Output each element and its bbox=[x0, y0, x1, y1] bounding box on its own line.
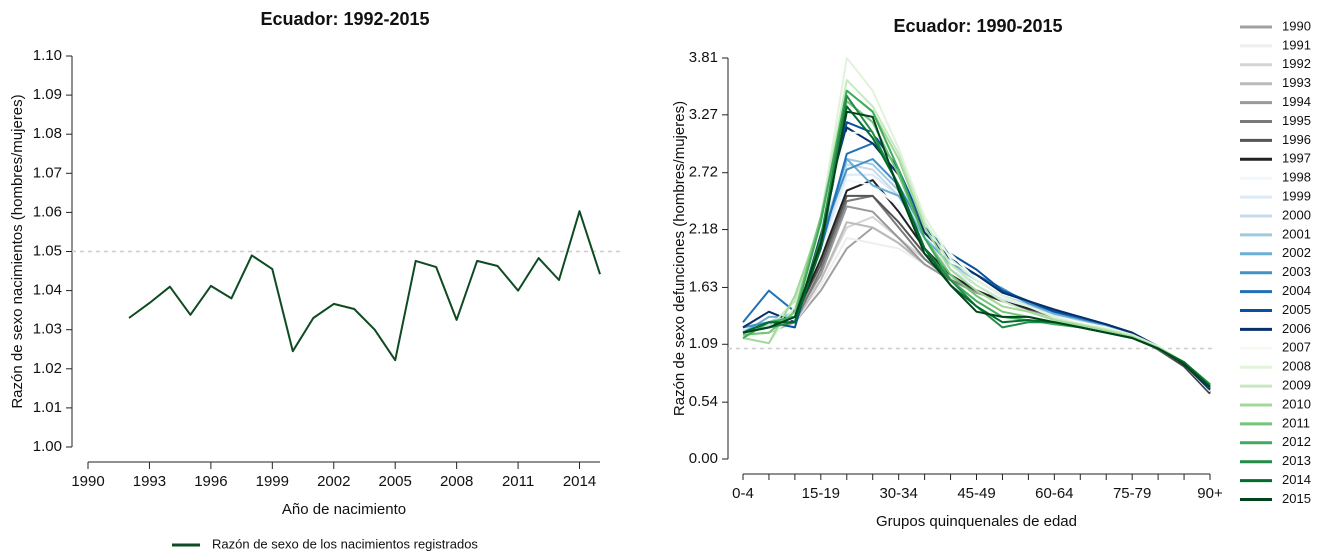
y-axis-label: Razón de sexo nacimientos (hombres/mujer… bbox=[9, 94, 26, 408]
legend-label: 2001 bbox=[1282, 226, 1311, 241]
x-tick-label: 0-4 bbox=[732, 485, 754, 502]
x-axis-label: Grupos quinquenales de edad bbox=[876, 513, 1077, 530]
legend-label: 1991 bbox=[1282, 37, 1311, 52]
x-tick-label: 2002 bbox=[317, 473, 350, 490]
legend-label: 2008 bbox=[1282, 359, 1311, 374]
legend-label: 2004 bbox=[1282, 283, 1311, 298]
legend-label: 1995 bbox=[1282, 113, 1311, 128]
x-tick-label: 30-34 bbox=[879, 485, 917, 502]
y-tick-label: 1.02 bbox=[33, 360, 62, 377]
legend-label: 2012 bbox=[1282, 434, 1311, 449]
x-tick-label: 1990 bbox=[71, 473, 104, 490]
x-tick-label: 2014 bbox=[563, 473, 596, 490]
y-tick-label: 1.06 bbox=[33, 203, 62, 220]
y-tick-label: 1.08 bbox=[33, 125, 62, 142]
legend-label: 1993 bbox=[1282, 75, 1311, 90]
x-tick-label: 15-19 bbox=[802, 485, 840, 502]
legend-label: 2014 bbox=[1282, 472, 1311, 487]
legend-label: 1996 bbox=[1282, 132, 1311, 147]
x-tick-label: 90+ bbox=[1197, 485, 1223, 502]
x-tick-label: 2008 bbox=[440, 473, 473, 490]
y-tick-label: 1.04 bbox=[33, 282, 62, 299]
y-tick-label: 3.27 bbox=[689, 106, 718, 123]
legend-label: 2015 bbox=[1282, 491, 1311, 506]
legend-label: 2006 bbox=[1282, 321, 1311, 336]
y-tick-label: 1.09 bbox=[689, 335, 718, 352]
legend-label: 1997 bbox=[1282, 151, 1311, 166]
y-tick-label: 1.63 bbox=[689, 278, 718, 295]
x-tick-label: 45-49 bbox=[957, 485, 995, 502]
legend-label: Razón de sexo de los nacimientos registr… bbox=[212, 536, 478, 551]
y-axis-label: Razón de sexo defunciones (hombres/mujer… bbox=[671, 101, 688, 416]
legend-label: 2010 bbox=[1282, 396, 1311, 411]
legend-label: 2007 bbox=[1282, 340, 1311, 355]
x-tick-label: 1999 bbox=[256, 473, 289, 490]
y-tick-label: 1.05 bbox=[33, 242, 62, 259]
series-line bbox=[128, 210, 601, 362]
legend-label: 2005 bbox=[1282, 302, 1311, 317]
y-tick-label: 1.09 bbox=[33, 86, 62, 103]
legend-label: 2013 bbox=[1282, 453, 1311, 468]
y-tick-label: 2.18 bbox=[689, 221, 718, 238]
y-tick-label: 1.03 bbox=[33, 321, 62, 338]
legend-label: 1992 bbox=[1282, 56, 1311, 71]
chart-title: Ecuador: 1992-2015 bbox=[260, 9, 429, 29]
legend-label: 1994 bbox=[1282, 94, 1311, 109]
x-tick-label: 75-79 bbox=[1113, 485, 1151, 502]
y-tick-label: 1.10 bbox=[33, 47, 62, 64]
legend-label: 1999 bbox=[1282, 189, 1311, 204]
legend-label: 2009 bbox=[1282, 378, 1311, 393]
y-tick-label: 3.81 bbox=[689, 49, 718, 66]
y-tick-label: 0.54 bbox=[689, 393, 718, 410]
y-tick-label: 1.01 bbox=[33, 399, 62, 416]
legend-label: 2011 bbox=[1282, 415, 1310, 430]
chart-title: Ecuador: 1990-2015 bbox=[893, 16, 1062, 36]
y-tick-label: 2.72 bbox=[689, 164, 718, 181]
y-tick-label: 1.00 bbox=[33, 438, 62, 455]
y-tick-label: 1.07 bbox=[33, 164, 62, 181]
x-tick-label: 1996 bbox=[194, 473, 227, 490]
y-tick-label: 0.00 bbox=[689, 450, 718, 467]
series-line bbox=[742, 110, 1211, 389]
x-tick-label: 2011 bbox=[502, 473, 534, 490]
legend-label: 2003 bbox=[1282, 264, 1311, 279]
x-tick-label: 1993 bbox=[133, 473, 166, 490]
legend-label: 1998 bbox=[1282, 170, 1311, 185]
legend-label: 2002 bbox=[1282, 245, 1311, 260]
legend-label: 1990 bbox=[1282, 18, 1311, 33]
series-line bbox=[742, 100, 1211, 387]
series-line bbox=[742, 126, 1211, 391]
legend-label: 2000 bbox=[1282, 207, 1311, 222]
x-tick-label: 2005 bbox=[379, 473, 412, 490]
x-tick-label: 60-64 bbox=[1035, 485, 1073, 502]
x-axis-label: Año de nacimiento bbox=[282, 501, 406, 518]
